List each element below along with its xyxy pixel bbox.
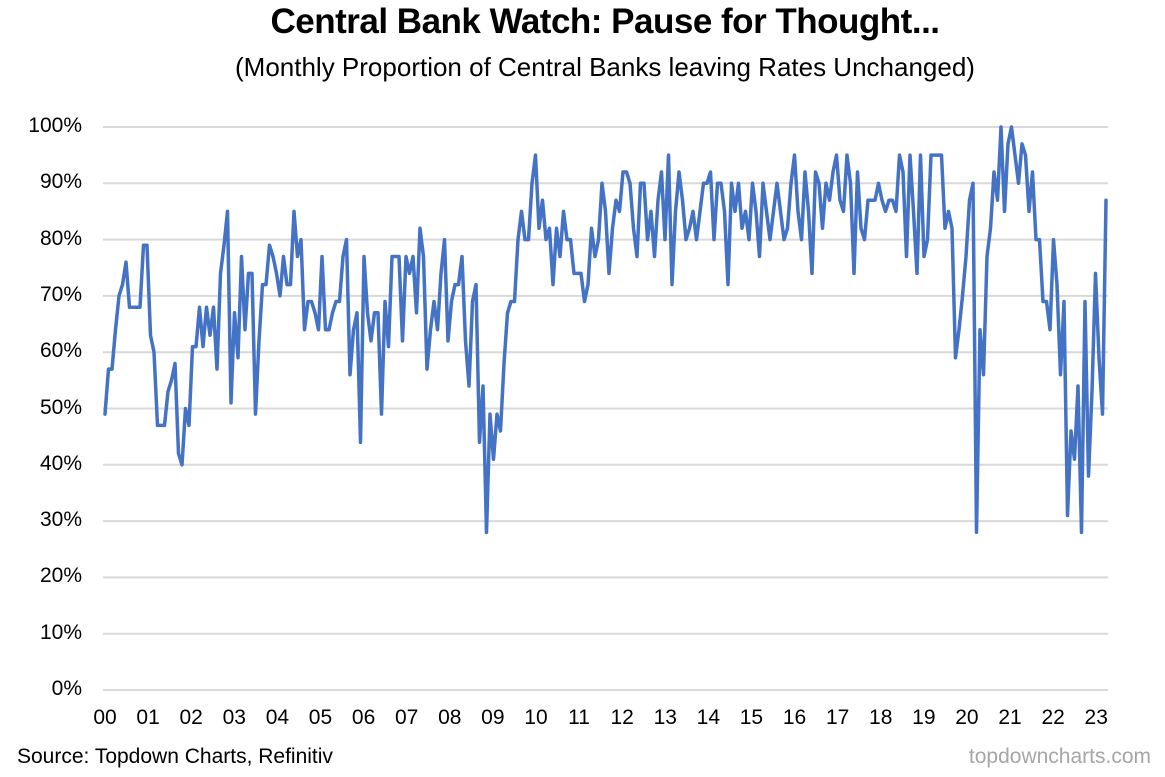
x-tick-label: 17 xyxy=(825,706,850,729)
source-note: Source: Topdown Charts, Refinitiv xyxy=(17,745,333,768)
x-tick-label: 15 xyxy=(739,706,764,729)
y-tick-label: 0% xyxy=(51,677,82,700)
x-tick-label: 02 xyxy=(179,706,203,729)
x-tick-label: 03 xyxy=(222,706,246,729)
x-tick-label: 07 xyxy=(394,706,419,729)
x-tick-label: 09 xyxy=(481,706,505,729)
x-tick-label: 23 xyxy=(1084,706,1108,729)
y-tick-label: 10% xyxy=(39,620,82,644)
x-tick-label: 21 xyxy=(998,706,1022,729)
x-tick-label: 16 xyxy=(782,706,807,729)
x-tick-label: 18 xyxy=(869,706,893,729)
x-tick-label: 12 xyxy=(610,706,634,729)
y-tick-label: 60% xyxy=(39,339,82,363)
x-tick-label: 10 xyxy=(524,706,548,729)
x-tick-label: 06 xyxy=(351,706,376,729)
y-tick-label: 90% xyxy=(39,170,82,194)
data-series-line xyxy=(103,125,1108,535)
watermark: topdowncharts.com xyxy=(968,745,1151,768)
y-tick-label: 70% xyxy=(39,282,82,306)
x-tick-label: 13 xyxy=(653,706,677,729)
x-tick-label: 08 xyxy=(438,706,462,729)
y-tick-label: 40% xyxy=(39,451,82,475)
x-tick-label: 01 xyxy=(136,706,160,729)
chart-title: Central Bank Watch: Pause for Thought... xyxy=(270,2,940,41)
y-tick-label: 80% xyxy=(39,226,82,250)
y-tick-label: 100% xyxy=(28,114,82,137)
chart-subtitle: (Monthly Proportion of Central Banks lea… xyxy=(235,52,975,82)
x-tick-label: 11 xyxy=(568,706,590,729)
x-tick-label: 20 xyxy=(955,706,979,729)
x-tick-label: 22 xyxy=(1041,706,1065,729)
y-tick-label: 20% xyxy=(39,564,82,588)
x-tick-label: 05 xyxy=(308,706,333,729)
x-tick-label: 00 xyxy=(93,706,117,729)
x-tick-label: 19 xyxy=(912,706,936,729)
x-tick-label: 14 xyxy=(696,706,721,729)
y-tick-label: 50% xyxy=(39,395,82,419)
y-tick-label: 30% xyxy=(39,508,82,532)
x-tick-label: 04 xyxy=(265,706,290,729)
